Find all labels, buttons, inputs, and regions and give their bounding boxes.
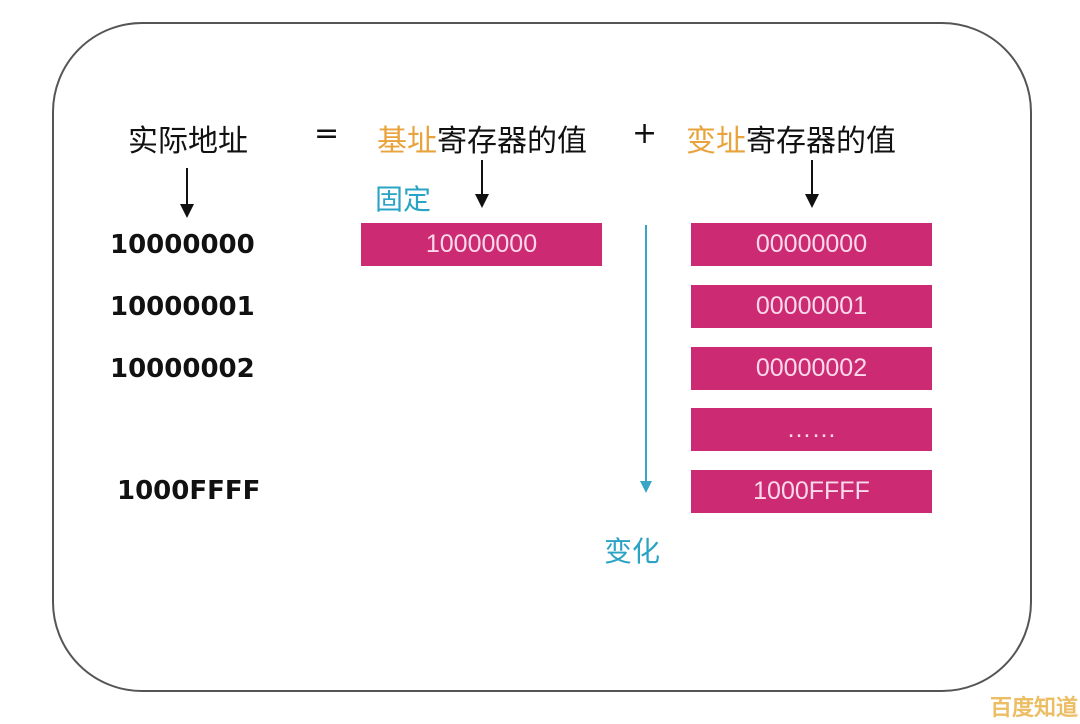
down-arrow-icon (180, 168, 194, 218)
watermark: 百度知道 (990, 696, 1079, 721)
index-value-box: 00000002 (691, 347, 932, 390)
diagram-frame (52, 22, 1032, 692)
base-suffix: 寄存器的值 (437, 124, 587, 159)
plus-sign: + (632, 116, 658, 151)
index-value-box: 00000001 (691, 285, 932, 328)
fixed-label: 固定 (375, 183, 432, 216)
index-value-box: 00000000 (691, 223, 932, 266)
down-arrow-icon (475, 160, 489, 208)
change-label: 变化 (604, 535, 661, 568)
down-arrow-icon (805, 160, 819, 208)
index-value-box: …… (691, 408, 932, 451)
equals-sign: = (314, 116, 340, 151)
index-suffix: 寄存器的值 (746, 124, 896, 159)
index-prefix: 变址 (686, 124, 746, 159)
address-item: 10000001 (110, 292, 255, 322)
base-register-label: 基址寄存器的值 (377, 116, 587, 160)
base-prefix: 基址 (377, 124, 437, 159)
actual-address-label: 实际地址 (128, 124, 248, 159)
address-item: 1000FFFF (117, 476, 261, 506)
index-register-label: 变址寄存器的值 (686, 116, 896, 160)
change-arrow-icon (640, 225, 652, 493)
address-item: 10000002 (110, 354, 255, 384)
base-value-box: 10000000 (361, 223, 602, 266)
index-value-box: 1000FFFF (691, 470, 932, 513)
address-item: 10000000 (110, 230, 255, 260)
